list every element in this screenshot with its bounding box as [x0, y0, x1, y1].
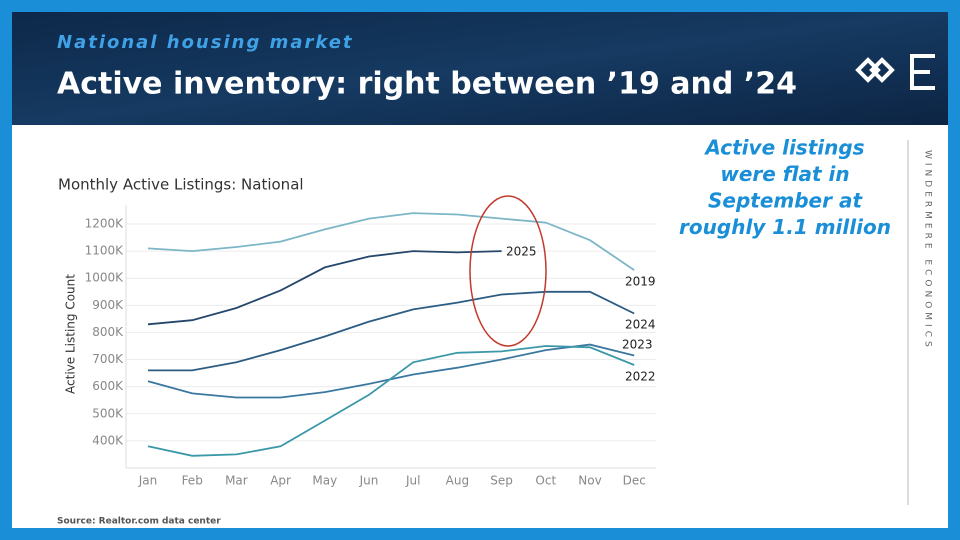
plot: 400K 500K 600K 700K 800K 900K 1000K 1100K 1200K J…	[85, 205, 656, 488]
source: Source: Realtor.com data center	[57, 517, 221, 527]
x-tick-label: Nov	[578, 474, 601, 488]
series-line	[148, 290, 635, 372]
y-tick-label: 400K	[92, 433, 124, 447]
y-tick-label: 800K	[92, 325, 124, 339]
annotation-line: September at	[708, 189, 863, 213]
x-tick-label: Jan	[138, 474, 158, 488]
x-tick-label: Sep	[490, 474, 513, 488]
series-label: 2019	[625, 275, 656, 289]
y-tick-label: 700K	[92, 352, 124, 366]
series-label: 2025	[506, 245, 537, 259]
y-tick-label: 1100K	[85, 244, 125, 258]
x-tick-label: Dec	[623, 474, 646, 488]
x-tick-label: Aug	[446, 474, 469, 488]
highlight-circle	[469, 195, 547, 347]
annotation-line: Active listings	[703, 136, 864, 160]
y-tick-label: 900K	[92, 298, 124, 312]
y-tick-label: 1000K	[85, 271, 125, 285]
series-label: 2023	[622, 338, 653, 352]
annotation-line: were flat in	[720, 162, 849, 186]
kicker: National housing market	[57, 32, 354, 53]
y-tick-label: 600K	[92, 379, 124, 393]
x-tick-label: Oct	[535, 474, 556, 488]
y-axis-label: Active Listing Count	[64, 274, 78, 394]
x-tick-label: Feb	[182, 474, 203, 488]
logo	[855, 54, 935, 90]
x-tick-label: Jul	[405, 474, 420, 488]
y-tick-label: 1200K	[85, 216, 125, 230]
series-label: 2024	[625, 318, 656, 332]
series-line	[147, 212, 635, 271]
series-line	[147, 345, 635, 457]
header-band	[12, 12, 948, 125]
brand: WINDERMERE ECONOMICS	[923, 150, 933, 351]
x-tick-label: Mar	[225, 474, 248, 488]
x-tick-label: Jun	[359, 474, 379, 488]
series-label: 2022	[625, 370, 656, 384]
chart-title: Monthly Active Listings: National	[58, 176, 304, 194]
x-tick-label: Apr	[270, 474, 291, 488]
y-tick-label: 500K	[92, 406, 124, 420]
annotation-line: roughly 1.1 million	[679, 215, 891, 239]
x-tick-label: May	[312, 474, 337, 488]
page-title: Active inventory: right between ’19 and …	[57, 67, 797, 102]
series-line	[147, 250, 502, 326]
